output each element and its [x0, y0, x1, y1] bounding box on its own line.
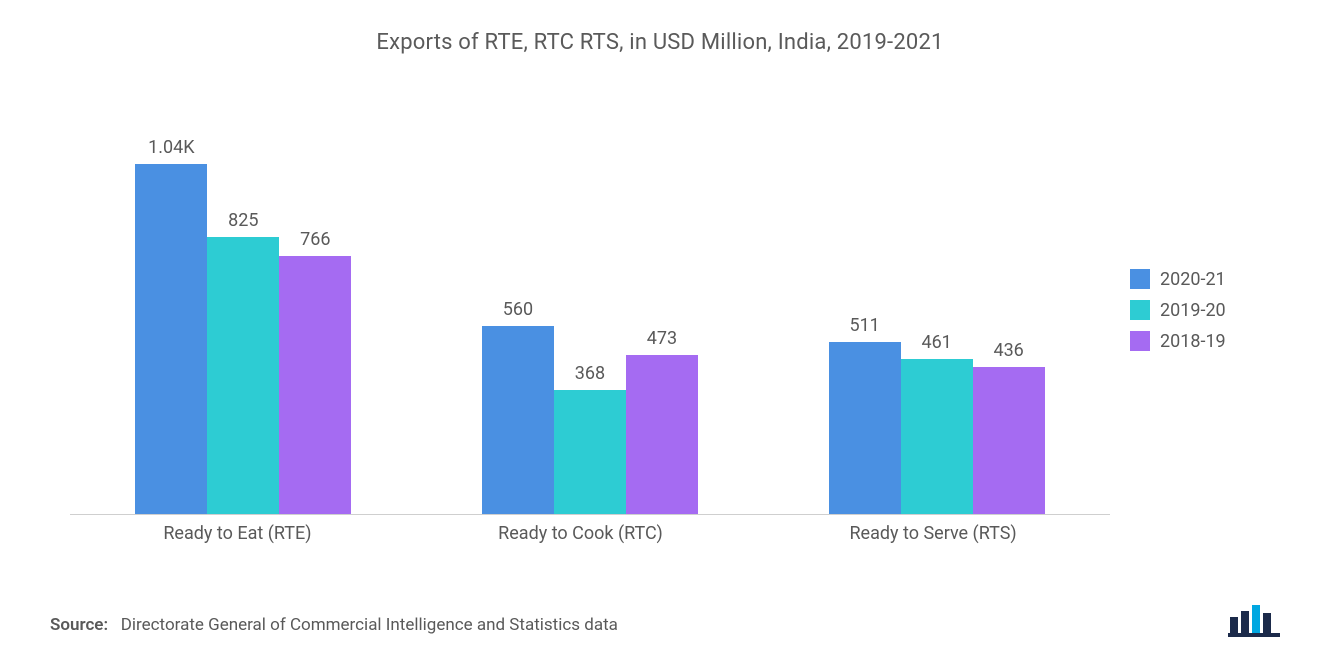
bar-label: 560: [503, 299, 533, 320]
bar: [279, 256, 351, 514]
legend-label: 2020-21: [1160, 269, 1226, 290]
bar-rtc-2019-20: 368: [554, 363, 626, 514]
source-prefix: Source:: [50, 615, 108, 635]
bar: [207, 237, 279, 515]
bar-rts-2020-21: 511: [829, 315, 901, 514]
bar: [829, 342, 901, 514]
legend-label: 2019-20: [1160, 300, 1226, 321]
bar: [901, 359, 973, 514]
chart-container: Exports of RTE, RTC RTS, in USD Million,…: [0, 0, 1320, 665]
bar-groups: 1.04K 825 766: [70, 145, 1110, 514]
bar: [482, 326, 554, 514]
legend-item-2019-20: 2019-20: [1130, 300, 1290, 321]
legend-swatch: [1130, 300, 1150, 320]
chart-wrap: 1.04K 825 766: [30, 65, 1290, 555]
source-attribution: Source: Directorate General of Commercia…: [50, 615, 618, 635]
bar-label: 511: [849, 315, 879, 336]
legend-label: 2018-19: [1160, 331, 1226, 352]
bar-label: 766: [300, 229, 330, 250]
bar-label: 436: [993, 340, 1023, 361]
bar-rts-2019-20: 461: [901, 332, 973, 514]
plot-area: 1.04K 825 766: [70, 65, 1110, 555]
bar-label: 461: [921, 332, 951, 353]
legend-swatch: [1130, 269, 1150, 289]
category-label-rts: Ready to Serve (RTS): [849, 515, 1016, 544]
plot-inner: 1.04K 825 766: [70, 145, 1110, 515]
bar-label: 368: [575, 363, 605, 384]
category-label-rte: Ready to Eat (RTE): [163, 515, 311, 544]
group-rts: 511 461 436: [829, 315, 1045, 514]
legend-item-2018-19: 2018-19: [1130, 331, 1290, 352]
bar-rtc-2018-19: 473: [626, 328, 698, 514]
bar-rte-2020-21: 1.04K: [135, 137, 207, 514]
source-text: Directorate General of Commercial Intell…: [121, 615, 618, 635]
category-label-rtc: Ready to Cook (RTC): [498, 515, 663, 544]
bar-rte-2018-19: 766: [279, 229, 351, 514]
bar: [554, 390, 626, 514]
bar-rts-2018-19: 436: [973, 340, 1045, 514]
bar: [626, 355, 698, 514]
bar-label: 473: [647, 328, 677, 349]
group-rtc: 560 368 473: [482, 299, 698, 514]
bar-label: 825: [228, 210, 258, 231]
legend-item-2020-21: 2020-21: [1130, 269, 1290, 290]
legend: 2020-21 2019-20 2018-19: [1130, 65, 1290, 555]
bar-label: 1.04K: [148, 137, 194, 158]
brand-logo-icon: [1228, 603, 1280, 643]
category-labels: Ready to Eat (RTE) Ready to Cook (RTC) R…: [70, 515, 1110, 555]
bar-rtc-2020-21: 560: [482, 299, 554, 514]
bar-rte-2019-20: 825: [207, 210, 279, 515]
bar: [973, 367, 1045, 514]
legend-swatch: [1130, 331, 1150, 351]
chart-title: Exports of RTE, RTC RTS, in USD Million,…: [30, 30, 1290, 55]
bar: [135, 164, 207, 514]
group-rte: 1.04K 825 766: [135, 137, 351, 514]
